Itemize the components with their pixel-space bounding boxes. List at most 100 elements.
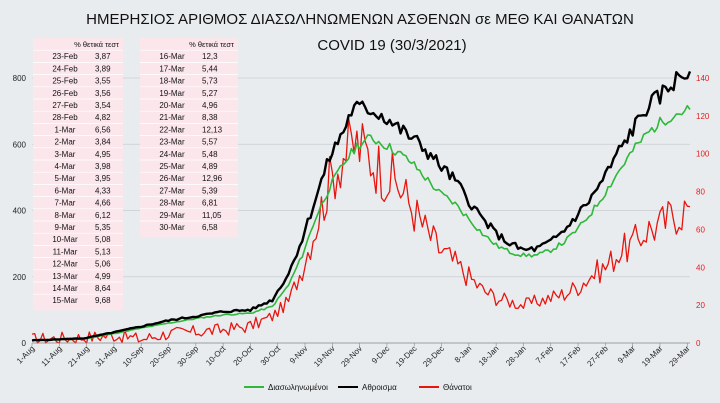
table-left-date: 14-Mar bbox=[52, 284, 78, 293]
table-right-value: 5,44 bbox=[202, 64, 218, 73]
table-left-date: 3-Mar bbox=[55, 150, 76, 159]
x-tick-label: 19-Nov bbox=[312, 344, 337, 369]
table-left-date: 11-Mar bbox=[53, 247, 78, 256]
table-left-value: 5,13 bbox=[95, 247, 111, 256]
x-tick-label: 29-Nov bbox=[339, 344, 364, 369]
table-left-header: % θετικά τεστ bbox=[74, 40, 119, 49]
y-right-tick-label: 40 bbox=[696, 263, 705, 272]
table-left-date: 8-Mar bbox=[55, 211, 76, 220]
x-tick-label: 31-Aug bbox=[94, 344, 119, 369]
table-left-value: 3,55 bbox=[95, 77, 111, 86]
table-left-background bbox=[33, 38, 123, 311]
table-right-date: 19-Mar bbox=[159, 89, 185, 98]
table-left-value: 3,56 bbox=[95, 89, 111, 98]
chart-title: ΗΜΕΡΗΣΙΟΣ ΑΡΙΘΜΟΣ ΔΙΑΣΩΛΗΝΩΜΕΝΩΝ ΑΣΘΕΝΩΝ… bbox=[86, 11, 634, 28]
table-left-date: 15-Mar bbox=[52, 296, 78, 305]
x-tick-label: 9-Dec bbox=[370, 344, 391, 365]
table-left-date: 26-Feb bbox=[52, 89, 78, 98]
table-right-date: 16-Mar bbox=[159, 52, 185, 61]
x-tick-label: 29-Mar bbox=[667, 344, 692, 369]
table-left-value: 4,66 bbox=[95, 199, 111, 208]
table-right-date: 18-Mar bbox=[159, 77, 185, 86]
x-tick-label: 20-Oct bbox=[231, 344, 255, 368]
legend: Διασωληνωμένοι Αθροισμα Θάνατοι bbox=[244, 383, 472, 392]
x-tick-label: 20-Sep bbox=[148, 344, 173, 369]
x-tick-label: 29-Dec bbox=[421, 344, 446, 369]
x-tick-label: 9-Nov bbox=[288, 344, 309, 365]
table-left-date: 6-Mar bbox=[55, 186, 76, 195]
table-right-value: 12,3 bbox=[202, 52, 218, 61]
table-right-value: 12,13 bbox=[202, 125, 223, 134]
x-tick-label: 28-Jan bbox=[504, 344, 528, 368]
table-right-date: 29-Mar bbox=[159, 211, 185, 220]
table-left-date: 28-Feb bbox=[52, 113, 78, 122]
y-left-tick-label: 800 bbox=[13, 74, 27, 83]
positivity-tables: % θετικά τεστ 23-Feb 3,87 24-Feb 3,89 25-Feb 3… bbox=[33, 38, 238, 311]
table-left-value: 3,98 bbox=[95, 162, 111, 171]
y-right-tick-label: 60 bbox=[696, 225, 705, 234]
x-tick-label: 10-Oct bbox=[204, 344, 228, 368]
x-tick-label: 10-Sep bbox=[121, 344, 146, 369]
table-right-header: % θετικά τεστ bbox=[189, 40, 234, 49]
table-left-value: 3,95 bbox=[95, 174, 111, 183]
table-right-value: 5,27 bbox=[202, 89, 218, 98]
table-left-value: 3,84 bbox=[95, 138, 111, 147]
table-right-date: 20-Mar bbox=[159, 101, 185, 110]
table-left-date: 24-Feb bbox=[52, 64, 78, 73]
x-tick-label: 17-Feb bbox=[558, 344, 583, 369]
table-right-value: 5,57 bbox=[202, 138, 218, 147]
table-left-value: 8,64 bbox=[95, 284, 111, 293]
table-left-value: 4,82 bbox=[95, 113, 111, 122]
table-left-date: 12-Mar bbox=[52, 260, 78, 269]
y-right-tick-label: 120 bbox=[696, 112, 710, 121]
table-left-date: 23-Feb bbox=[52, 52, 78, 61]
y-right-tick-label: 100 bbox=[696, 150, 710, 159]
table-left-value: 5,35 bbox=[95, 223, 111, 232]
table-left-value: 3,89 bbox=[95, 64, 111, 73]
gridlines bbox=[32, 77, 690, 344]
x-tick-label: 19-Mar bbox=[640, 344, 665, 369]
table-left-value: 5,06 bbox=[95, 260, 111, 269]
table-right-value: 6,81 bbox=[202, 199, 218, 208]
table-left-date: 1-Mar bbox=[55, 125, 76, 134]
table-left-value: 6,12 bbox=[95, 211, 111, 220]
table-left-date: 9-Mar bbox=[55, 223, 76, 232]
table-left-date: 13-Mar bbox=[52, 272, 78, 281]
table-left-value: 4,99 bbox=[95, 272, 111, 281]
x-tick-label: 30-Sep bbox=[176, 344, 201, 369]
x-tick-label: 1-Aug bbox=[15, 344, 36, 365]
table-right-date: 23-Mar bbox=[159, 138, 185, 147]
table-left-value: 5,08 bbox=[95, 235, 111, 244]
table-right-value: 11,05 bbox=[202, 211, 222, 220]
legend-label-total: Αθροισμα bbox=[362, 383, 397, 392]
legend-label-deaths: Θάνατοι bbox=[443, 383, 472, 392]
x-tick-label: 19-Dec bbox=[394, 344, 419, 369]
table-left-date: 5-Mar bbox=[55, 174, 76, 183]
table-right-value: 5,48 bbox=[202, 150, 218, 159]
table-right-date: 22-Mar bbox=[159, 125, 185, 134]
table-right-value: 12,96 bbox=[202, 174, 223, 183]
y-right-tick-label: 140 bbox=[696, 74, 710, 83]
table-left-value: 9,68 bbox=[95, 296, 111, 305]
table-left-date: 2-Mar bbox=[55, 138, 76, 147]
x-tick-label: 30-Oct bbox=[259, 344, 283, 368]
table-left-date: 27-Feb bbox=[52, 101, 78, 110]
table-right-date: 27-Mar bbox=[159, 186, 185, 195]
y-right-tick-label: 20 bbox=[696, 301, 705, 310]
table-right-date: 30-Mar bbox=[159, 223, 185, 232]
series-line-total bbox=[31, 70, 692, 342]
table-left-value: 6,56 bbox=[95, 125, 111, 134]
table-left-date: 7-Mar bbox=[55, 199, 76, 208]
table-left-date: 4-Mar bbox=[55, 162, 76, 171]
y-right-tick-label: 0 bbox=[696, 339, 701, 348]
series-lines bbox=[31, 70, 692, 344]
table-left-value: 4,95 bbox=[95, 150, 111, 159]
table-right-date: 26-Mar bbox=[159, 174, 185, 183]
table-right-date: 21-Mar bbox=[159, 113, 185, 122]
table-right-value: 6,58 bbox=[202, 223, 218, 232]
x-tick-label: 9-Mar bbox=[616, 344, 637, 365]
x-tick-label: 18-Jan bbox=[477, 344, 501, 368]
table-left-value: 3,54 bbox=[95, 101, 111, 110]
